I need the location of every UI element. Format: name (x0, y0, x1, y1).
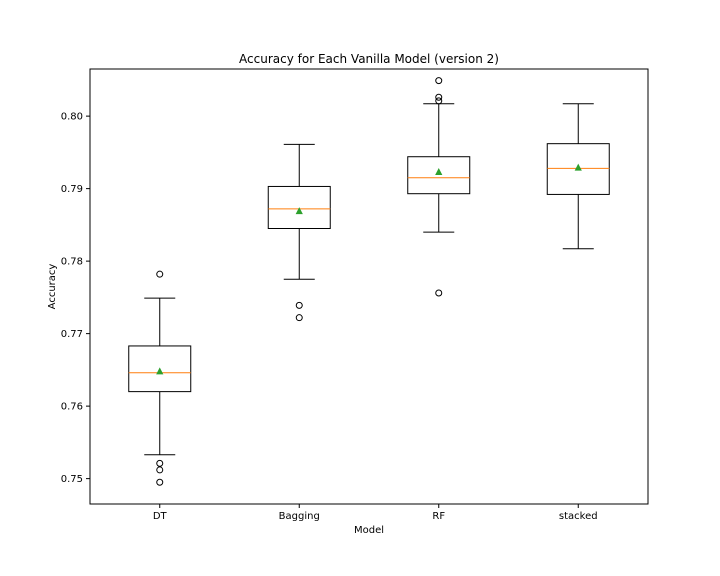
y-tick-label: 0.76 (61, 402, 83, 413)
outlier-point (435, 77, 443, 85)
x-axis-ticks: DT Bagging RF stacked (153, 504, 598, 522)
x-axis-label: Model (354, 525, 384, 536)
iqr-box (407, 156, 471, 195)
mean-marker (295, 207, 303, 215)
y-axis-ticks: 0.75 0.76 0.77 0.78 0.79 0.80 (61, 112, 90, 485)
outlier-point (156, 270, 164, 278)
box-bagging (267, 143, 331, 322)
y-axis-label: Accuracy (47, 264, 58, 310)
x-tick-label: RF (432, 511, 445, 522)
y-tick-label: 0.75 (61, 474, 83, 485)
outlier-point (435, 93, 443, 101)
outlier-point (156, 478, 164, 486)
outlier-point (435, 289, 443, 297)
outlier-point (156, 459, 164, 467)
y-tick-label: 0.80 (61, 112, 83, 123)
box-series (128, 77, 610, 486)
plot-frame (89, 68, 649, 505)
iqr-box (546, 143, 610, 195)
box-stacked (546, 103, 610, 250)
y-tick-label: 0.78 (61, 257, 83, 268)
box-rf (407, 77, 471, 297)
x-tick-label: Bagging (279, 511, 320, 522)
outlier-point (295, 314, 303, 322)
x-tick-label: stacked (559, 511, 598, 522)
y-tick-label: 0.77 (61, 329, 83, 340)
outlier-point (435, 97, 443, 105)
iqr-box (267, 185, 331, 229)
box-dt (128, 270, 192, 486)
outlier-point (156, 466, 164, 474)
mean-marker (156, 367, 164, 375)
iqr-box (128, 345, 192, 393)
x-tick-label: DT (153, 511, 168, 522)
outlier-point (295, 301, 303, 309)
chart-title: Accuracy for Each Vanilla Model (version… (239, 52, 499, 66)
y-tick-label: 0.79 (61, 184, 83, 195)
mean-marker (574, 163, 582, 171)
mean-marker (435, 167, 443, 175)
